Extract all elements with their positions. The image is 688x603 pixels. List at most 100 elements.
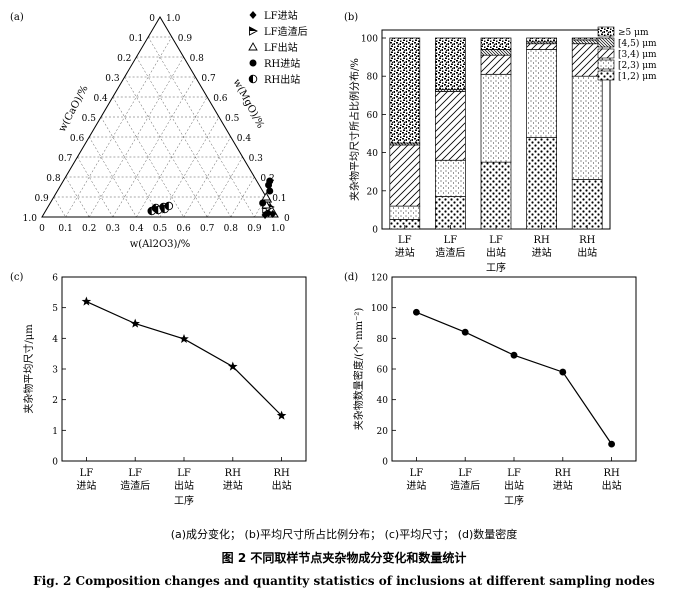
y-tick-label: 3 [52, 366, 58, 376]
tick-label-right: 0.8 [190, 54, 205, 64]
bar-segment [526, 37, 557, 43]
data-point-circle-half-fill [165, 202, 169, 210]
tick-label-right: 0.1 [272, 194, 286, 204]
y-tick-label: 0 [372, 226, 378, 236]
tick-label-left: 0.6 [70, 134, 85, 144]
tick-label-bottom: 0.1 [58, 224, 72, 234]
bar-segment [389, 37, 421, 144]
legend-label: [4,5) μm [618, 38, 657, 49]
data-point-circle-half-fill [154, 206, 159, 214]
sub-caption: (a)成分变化； (b)平均尺寸所占比例分布； (c)平均尺寸； (d)数量密度 [170, 528, 518, 541]
tick-label-left: 0.4 [93, 94, 108, 104]
grid-line [147, 36, 255, 218]
y-axis-label: 夹杂物平均尺寸所占比例分布/% [348, 58, 361, 201]
panel-label-c: (c) [10, 272, 24, 283]
data-point-star [130, 318, 140, 328]
y-tick-label: 2 [52, 396, 58, 406]
tick-label-bottom: 0.4 [129, 224, 144, 234]
tick-label-bottom: 0.8 [224, 224, 239, 234]
axis-label-left: w(CaO)/% [57, 84, 91, 134]
data-point-circle [461, 328, 469, 336]
x-tick-label: LF 造渣后 [450, 468, 480, 492]
x-axis-label: 工序 [486, 261, 506, 274]
y-tick-label: 1 [52, 427, 58, 437]
y-tick-label: 80 [377, 335, 389, 345]
tick-label-right: 0.6 [213, 94, 228, 104]
tick-label-bottom: 1.0 [271, 224, 286, 234]
x-tick-label: LF 出站 [504, 468, 524, 492]
data-point-star [228, 361, 238, 371]
bar-segment [526, 43, 557, 50]
legend-marker-circle-filled [249, 59, 257, 67]
panel-label-b: (b) [344, 12, 358, 23]
grid-line [65, 36, 173, 218]
data-point-circle [413, 308, 420, 316]
bar-segment [480, 161, 512, 230]
tick-label-bottom: 0 [39, 224, 45, 234]
y-tick-label: 0 [382, 458, 388, 468]
bar-segment [480, 49, 512, 56]
bar-segment [526, 49, 557, 138]
tick-label-right: 0.3 [249, 154, 264, 164]
bar-segment [480, 54, 512, 75]
tick-label-left: 0.3 [105, 74, 120, 84]
y-tick-label: 100 [371, 304, 388, 314]
x-tick-label: RH 进站 [553, 468, 573, 492]
tick-label-right: 0.5 [225, 114, 240, 124]
y-tick-label: 40 [377, 396, 389, 406]
bar-segment [435, 37, 466, 90]
tick-label-left: 0 [149, 14, 155, 24]
data-point-diamond [269, 210, 277, 218]
panel-label-a: (a) [10, 12, 24, 23]
legend-label: [2,3) μm [618, 60, 657, 71]
grid-line [124, 76, 208, 218]
tick-label-bottom: 0.6 [176, 224, 191, 234]
x-tick-label: RH 进站 [532, 235, 552, 259]
tick-label-left: 0.1 [129, 34, 143, 44]
tick-label-right: 0 [284, 214, 290, 224]
data-point-triangle-open [261, 192, 271, 201]
legend-marker-triangle-open [248, 42, 258, 51]
tick-label-bottom: 0.2 [82, 224, 96, 234]
bar-segment [571, 178, 603, 230]
legend-label: RH进站 [264, 57, 300, 70]
grid-line [88, 136, 137, 218]
x-tick-label: LF 造渣后 [120, 468, 150, 492]
y-tick-label: 120 [371, 274, 388, 284]
y-tick-label: 80 [367, 73, 379, 83]
bar-segment [435, 91, 466, 161]
data-point-star [81, 296, 92, 306]
grid-line [112, 96, 184, 218]
tick-label-bottom: 0.5 [153, 224, 168, 234]
legend-swatch [597, 37, 615, 48]
x-tick-label: RH 出站 [602, 468, 622, 492]
y-tick-label: 20 [377, 427, 389, 437]
legend-marker-half-triangle-fill [249, 27, 257, 31]
grid-line [88, 56, 184, 218]
legend-label: LF造渣后 [264, 25, 308, 38]
y-tick-label: 60 [367, 111, 379, 121]
x-tick-label: LF 进站 [76, 468, 96, 492]
plot-frame [61, 276, 307, 462]
bar-segment [389, 205, 421, 220]
figure-title-zh: 图 2 不同取样节点夹杂物成分变化和数量统计 [221, 551, 467, 565]
bar-segment [389, 144, 421, 207]
x-tick-label: LF 造渣后 [435, 235, 465, 259]
plot-frame [391, 276, 637, 462]
x-tick-label: RH 出站 [272, 468, 292, 492]
y-tick-label: 6 [52, 274, 58, 284]
tick-label-right: 0.9 [178, 34, 193, 44]
y-tick-label: 60 [377, 366, 389, 376]
bar-segment [571, 75, 603, 180]
tick-label-left: 0.9 [34, 194, 49, 204]
tick-label-left: 0.2 [117, 54, 131, 64]
bar-segment [480, 73, 512, 163]
legend-label: LF进站 [264, 9, 298, 22]
grid-line [159, 116, 220, 218]
data-point-circle-half-fill [160, 205, 165, 213]
data-point-circle [510, 351, 518, 359]
tick-label-bottom: 0.9 [247, 224, 262, 234]
